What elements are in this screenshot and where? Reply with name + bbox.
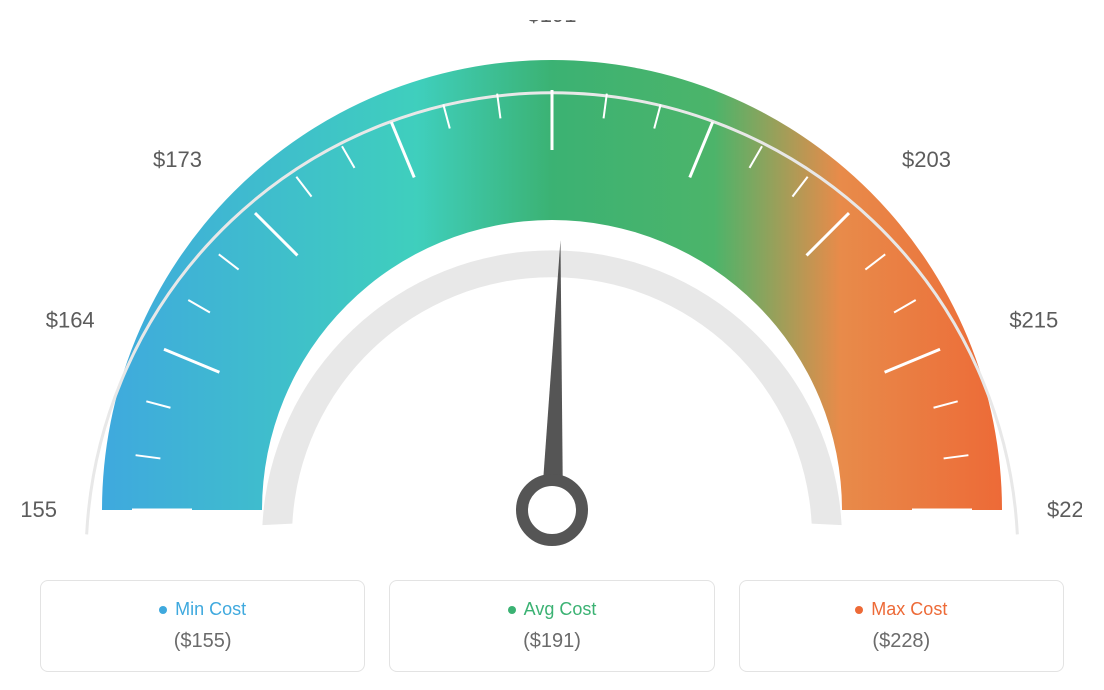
min-dot-icon bbox=[159, 606, 167, 614]
max-dot-icon bbox=[855, 606, 863, 614]
max-cost-card: Max Cost ($228) bbox=[739, 580, 1064, 672]
svg-text:$164: $164 bbox=[46, 308, 95, 333]
min-cost-label: Min Cost bbox=[175, 599, 246, 620]
svg-text:$191: $191 bbox=[528, 20, 577, 27]
avg-cost-label: Avg Cost bbox=[524, 599, 597, 620]
gauge-chart: $155 $164 $173 $191 $203 $215 $228 bbox=[22, 20, 1082, 560]
svg-text:$155: $155 bbox=[22, 497, 57, 522]
min-cost-label-row: Min Cost bbox=[61, 599, 344, 620]
avg-cost-card: Avg Cost ($191) bbox=[389, 580, 714, 672]
avg-cost-label-row: Avg Cost bbox=[410, 599, 693, 620]
svg-text:$173: $173 bbox=[153, 147, 202, 172]
min-cost-value: ($155) bbox=[61, 630, 344, 653]
max-cost-value: ($228) bbox=[760, 630, 1043, 653]
chart-container: $155 $164 $173 $191 $203 $215 $228 Min Cost ($… bbox=[0, 0, 1104, 690]
legend-cards: Min Cost ($155) Avg Cost ($191) Max Cost… bbox=[20, 580, 1084, 672]
max-cost-label: Max Cost bbox=[871, 599, 947, 620]
min-cost-card: Min Cost ($155) bbox=[40, 580, 365, 672]
gauge-svg: $155 $164 $173 $191 $203 $215 $228 bbox=[22, 20, 1082, 560]
max-cost-label-row: Max Cost bbox=[760, 599, 1043, 620]
svg-text:$203: $203 bbox=[902, 147, 951, 172]
svg-text:$228: $228 bbox=[1047, 497, 1082, 522]
svg-text:$215: $215 bbox=[1009, 308, 1058, 333]
avg-dot-icon bbox=[508, 606, 516, 614]
avg-cost-value: ($191) bbox=[410, 630, 693, 653]
